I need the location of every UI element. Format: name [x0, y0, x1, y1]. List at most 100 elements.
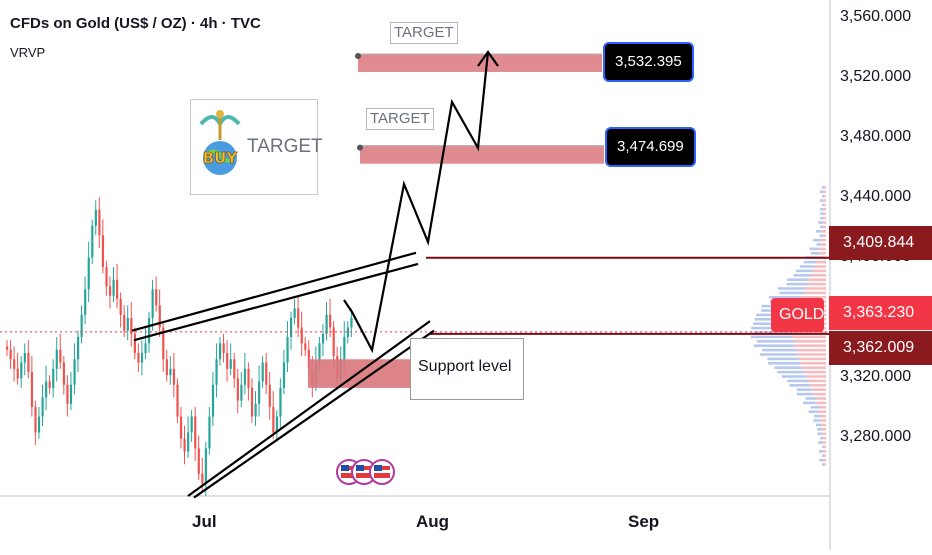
channel-lower-line [187, 320, 431, 497]
volume-profile-bar [815, 230, 822, 233]
candle-body [304, 343, 307, 350]
volume-profile-bar [819, 458, 824, 462]
volume-profile-bar [816, 243, 822, 246]
candle-body [350, 317, 353, 328]
candle-body [300, 327, 303, 344]
candle-body [346, 327, 349, 338]
channel-lower-line [193, 329, 435, 499]
volume-profile-bar [806, 375, 826, 378]
volume-profile-bar [823, 234, 826, 237]
volume-profile-bar [795, 269, 813, 273]
volume-profile-bar [819, 199, 824, 202]
volume-profile-bar [818, 410, 826, 413]
candle-body [101, 235, 105, 268]
volume-profile-bar [804, 287, 826, 290]
volume-profile-bar [793, 344, 826, 347]
volume-profile-bar [779, 291, 805, 295]
volume-profile-bar [823, 436, 826, 440]
us-flag-canton [374, 465, 382, 471]
volume-profile-bar [810, 406, 820, 409]
candle-body [155, 289, 158, 306]
volume-profile-bar [823, 190, 826, 193]
volume-profile-bar [818, 221, 823, 224]
candle-body [80, 314, 83, 338]
volume-profile-bar [803, 260, 817, 264]
candle-body [69, 384, 73, 404]
candle-body [343, 337, 346, 360]
target-zone [360, 145, 604, 164]
volume-profile-bar [774, 366, 803, 369]
volume-profile-bar [769, 296, 801, 299]
volume-profile-bar [818, 450, 823, 453]
candle-body [133, 333, 136, 353]
candle-body [87, 257, 90, 290]
volume-profile-bar [808, 282, 826, 286]
indicator-label[interactable]: VRVP [10, 45, 46, 60]
y-tick-label: 3,320.000 [840, 368, 912, 385]
volume-profile-bar [808, 379, 826, 383]
volume-profile-bar [813, 414, 821, 418]
buy-target-card: BUY TARGET [190, 99, 323, 195]
candle-body [293, 308, 296, 318]
volume-profile-bar [762, 348, 798, 352]
y-tick-label: 3,520.000 [840, 68, 912, 85]
candle-body [27, 352, 30, 372]
candle-body [233, 359, 236, 379]
candle-body [176, 384, 179, 417]
candle-body [261, 362, 264, 382]
candle-body [183, 438, 186, 452]
candle-body [73, 359, 76, 385]
candle-body [226, 352, 229, 369]
candle-body [165, 359, 168, 376]
candle-body [119, 298, 122, 315]
volume-profile-bar [813, 419, 821, 422]
candle-body [20, 362, 23, 379]
buy-globe-icon: BUY [199, 110, 241, 175]
volume-profile-bar [822, 454, 825, 457]
volume-profile-bar [822, 445, 825, 449]
candle-body [151, 289, 154, 318]
candle-body [148, 317, 151, 344]
volume-profile-bar [800, 296, 826, 299]
candle-body [325, 314, 328, 334]
volume-profile-bar [794, 340, 826, 343]
volume-profile-bar [759, 353, 797, 356]
volume-profile-bar [809, 384, 826, 387]
candle-body [332, 327, 335, 357]
last-price-tag: 3,363.230 [829, 296, 932, 330]
candle-body [112, 279, 115, 296]
candle-body [66, 384, 69, 404]
volume-profile-bar [822, 194, 825, 198]
volume-profile-bar [817, 432, 823, 435]
volume-profile-bar [797, 348, 826, 352]
y-tick-label: 3,440.000 [840, 188, 912, 205]
candle-body [123, 314, 126, 331]
candle-body [23, 352, 26, 363]
candle-body [211, 384, 215, 417]
candle-body [219, 343, 222, 360]
candle-body [321, 333, 325, 344]
volume-profile-bar [812, 392, 826, 396]
us-flag-stripe-white [356, 470, 372, 473]
volume-profile-bar [814, 265, 826, 268]
symbol-tag: GOLD [771, 298, 824, 332]
channel-upper-line [131, 251, 417, 332]
volume-profile-bar [812, 388, 826, 391]
volume-profile-bar [823, 225, 826, 229]
volume-profile-bar [821, 243, 826, 246]
volume-profile-bar [805, 397, 817, 400]
y-tick-label: 3,480.000 [840, 128, 912, 145]
target-label-1: TARGET [390, 22, 458, 44]
x-tick-label: Jul [192, 512, 217, 531]
support-zone [308, 359, 412, 388]
volume-profile-bar [820, 419, 826, 422]
support-level-box: Support level [410, 338, 524, 400]
support-level-label: Support level [418, 358, 512, 375]
candle-body [258, 381, 261, 404]
candle-body [162, 327, 165, 360]
volume-profile-bar [824, 445, 826, 449]
candle-body [45, 381, 48, 398]
candle-body [297, 308, 300, 328]
